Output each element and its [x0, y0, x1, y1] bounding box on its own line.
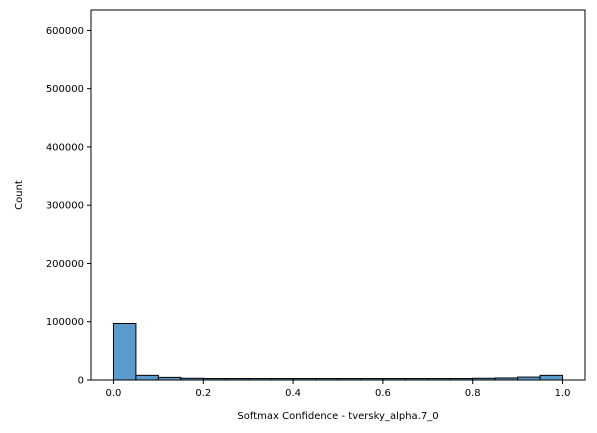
plot-area-frame — [90, 9, 586, 381]
x-tick-label: 0.6 — [375, 388, 391, 399]
histogram-bar — [539, 374, 564, 381]
y-axis-ticks: 0 100000 200000 300000 400000 500000 600000 — [46, 26, 91, 387]
y-tick-label: 500000 — [46, 84, 84, 95]
x-tick-label: 0.4 — [285, 388, 301, 399]
x-tick-label: 0.0 — [106, 388, 122, 399]
y-tick-label: 300000 — [46, 201, 84, 212]
histogram-bar — [112, 322, 137, 381]
histogram-bars — [112, 322, 564, 381]
x-axis-label: Softmax Confidence - tversky_alpha.7_0 — [237, 411, 438, 422]
y-tick-label: 400000 — [46, 142, 84, 153]
y-tick-label: 0 — [78, 376, 84, 387]
y-axis-label: Count — [14, 180, 25, 210]
x-tick-label: 0.2 — [195, 388, 211, 399]
x-tick-label: 0.8 — [465, 388, 481, 399]
histogram-bar — [135, 374, 159, 381]
x-axis-ticks: 0.0 0.2 0.4 0.6 0.8 1.0 — [106, 380, 571, 399]
y-tick-label: 200000 — [46, 259, 84, 270]
y-tick-label: 100000 — [46, 317, 84, 328]
x-tick-label: 1.0 — [555, 388, 571, 399]
y-tick-label: 600000 — [46, 26, 84, 37]
